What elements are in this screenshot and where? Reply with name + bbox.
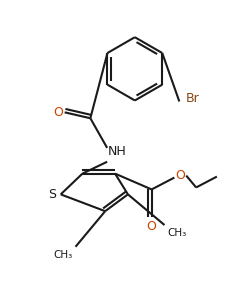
Text: CH₃: CH₃ (53, 250, 73, 260)
Text: S: S (48, 188, 56, 201)
Text: O: O (147, 221, 157, 234)
Text: O: O (53, 106, 63, 119)
Text: O: O (175, 169, 185, 182)
Text: NH: NH (108, 145, 126, 158)
Text: Br: Br (185, 92, 199, 105)
Text: CH₃: CH₃ (167, 228, 187, 238)
